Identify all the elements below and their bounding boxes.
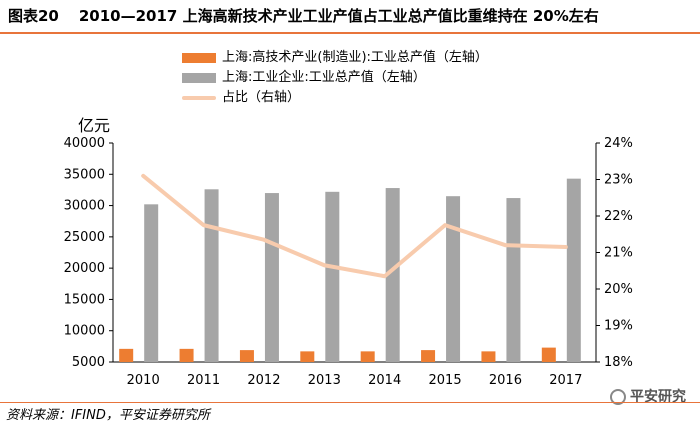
right-tick-label: 18% (604, 355, 633, 370)
right-tick-label: 23% (604, 173, 633, 188)
left-tick-label: 10000 (64, 324, 105, 339)
legend-item-hightech: 上海:高技术产业(制造业):工业总产值（左轴） (182, 48, 488, 68)
left-tick-label: 30000 (64, 199, 105, 214)
legend-item-total: 上海:工业企业:工业总产值（左轴） (182, 68, 488, 88)
bar-total (325, 191, 340, 362)
legend-item-ratio: 占比（右轴） (182, 88, 488, 108)
bar-hightech (481, 351, 496, 362)
bar-total (204, 189, 219, 362)
x-tick-label: 2016 (489, 373, 522, 388)
bar-total (446, 196, 461, 362)
legend-label-total: 上海:工业企业:工业总产值（左轴） (222, 70, 426, 85)
axes (112, 143, 597, 363)
bar-total (144, 204, 159, 362)
bar-total (385, 188, 400, 362)
bar-total (264, 193, 279, 362)
legend-swatch-hightech (182, 53, 216, 63)
bar-hightech (239, 350, 254, 362)
y-axis-unit-label: 亿元 (78, 116, 111, 135)
legend-swatch-total (182, 73, 216, 83)
x-tick-label: 2011 (187, 373, 220, 388)
x-tick-label: 2012 (247, 373, 280, 388)
bar-hightech (541, 347, 556, 362)
left-tick-label: 20000 (64, 261, 105, 276)
left-tick-label: 35000 (64, 167, 105, 182)
figure-label: 图表20 (8, 7, 59, 25)
x-axis-labels: 2010 2011 2012 2013 2014 2015 2016 2017 (127, 373, 583, 388)
bar-total (506, 198, 521, 362)
brand-mark: 平安研究 (610, 386, 686, 406)
title-bar: 图表20 2010—2017 上海高新技术产业工业产值占工业总产值比重维持在 20… (0, 0, 700, 34)
x-tick-label: 2015 (429, 373, 462, 388)
right-tick-label: 24% (604, 136, 633, 151)
right-tick-label: 21% (604, 246, 633, 261)
bar-hightech (119, 348, 134, 362)
bar-hightech (360, 351, 375, 362)
left-tick-label: 15000 (64, 292, 105, 307)
left-tick-label: 25000 (64, 230, 105, 245)
x-tick-label: 2013 (308, 373, 341, 388)
brand-name: 平安研究 (630, 389, 686, 405)
bars (119, 178, 581, 362)
brand-logo-icon (610, 389, 626, 405)
right-tick-label: 20% (604, 282, 633, 297)
left-axis-ticks: 5000 10000 15000 20000 25000 30000 35000 40000 (64, 136, 113, 370)
legend-label-hightech: 上海:高技术产业(制造业):工业总产值（左轴） (222, 50, 488, 65)
ratio-line-group (141, 173, 568, 279)
source-note: 资料来源：IFIND，平安证券研究所 (0, 402, 700, 433)
bar-total (566, 178, 581, 362)
bar-hightech (421, 350, 436, 362)
legend-swatch-ratio (182, 96, 216, 100)
legend-label-ratio: 占比（右轴） (222, 90, 301, 105)
left-tick-label: 40000 (64, 136, 105, 151)
x-tick-label: 2017 (549, 373, 582, 388)
chart-title: 2010—2017 上海高新技术产业工业产值占工业总产值比重维持在 20%左右 (78, 7, 599, 25)
right-tick-label: 19% (604, 319, 633, 334)
right-axis-ticks: 18% 19% 20% 21% 22% 23% 24% (596, 136, 633, 370)
left-tick-label: 5000 (72, 355, 105, 370)
right-tick-label: 22% (604, 209, 633, 224)
bar-hightech (300, 351, 315, 362)
bar-hightech (179, 348, 194, 362)
ratio-line (141, 173, 568, 279)
x-tick-label: 2014 (368, 373, 401, 388)
x-tick-label: 2010 (127, 373, 160, 388)
legend: 上海:高技术产业(制造业):工业总产值（左轴） 上海:工业企业:工业总产值（左轴… (182, 48, 488, 108)
